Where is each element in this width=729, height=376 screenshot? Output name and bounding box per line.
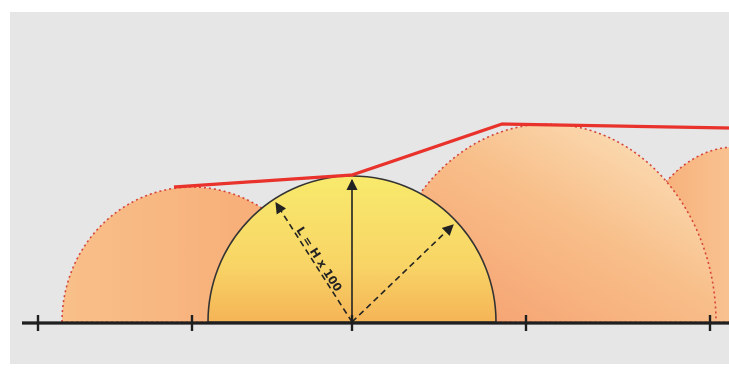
radius-arrow-left (275, 202, 353, 323)
radius-arrow-right (351, 224, 454, 323)
obstruction-diagram: L = H x 100 (22, 122, 729, 331)
diagram-canvas: L = H x 100 (10, 12, 729, 364)
envelope-line (173, 122, 729, 189)
